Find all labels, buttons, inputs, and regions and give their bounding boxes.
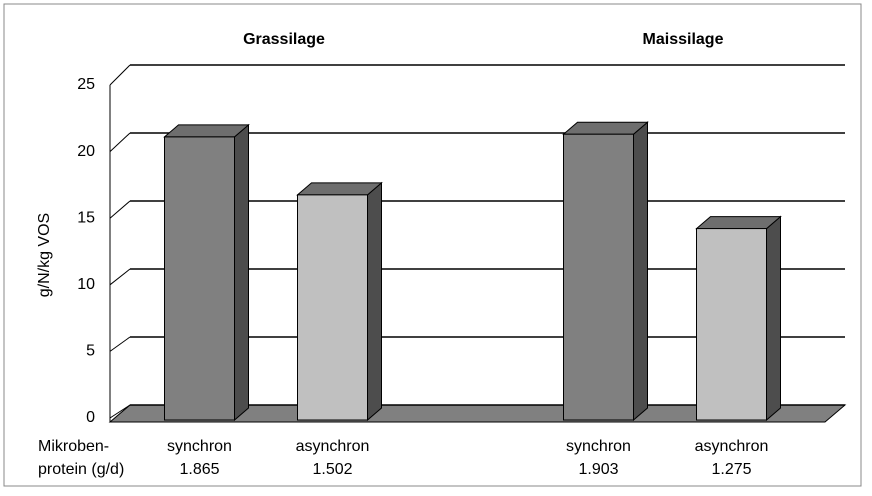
grid-line [109, 336, 131, 352]
bar-side [766, 215, 781, 422]
x-row-label: Mikroben- [38, 438, 109, 455]
bar-side [633, 121, 648, 422]
bar-top [296, 182, 383, 196]
bar-side [234, 123, 249, 422]
x-row-label: protein (g/d) [38, 461, 124, 478]
x-sublabel: 1.502 [312, 461, 352, 478]
bar [696, 228, 767, 421]
bar-side [367, 181, 382, 422]
group-label: Maissilage [643, 31, 724, 48]
y-tick-label: 5 [86, 343, 95, 360]
y-tick-label: 20 [77, 143, 95, 160]
grid-line [109, 132, 131, 152]
bar [164, 136, 235, 421]
y-tick-label: 10 [77, 276, 95, 293]
grid-line [109, 200, 131, 219]
x-tick-label: synchron [167, 438, 232, 455]
y-tick-label: 0 [86, 409, 95, 426]
x-sublabel: 1.865 [179, 461, 219, 478]
grid-line [109, 404, 131, 419]
x-sublabel: 1.903 [578, 461, 618, 478]
y-tick-label: 25 [77, 76, 95, 93]
y-axis-title: g/N/kg VOS [36, 213, 53, 297]
x-tick-label: asynchron [695, 438, 769, 455]
bar-top [562, 121, 649, 135]
bar-top [695, 216, 782, 230]
bar [297, 194, 368, 421]
y-tick-label: 15 [77, 209, 95, 226]
x-sublabel: 1.275 [711, 461, 751, 478]
grid-line [109, 268, 131, 286]
bar-top [163, 124, 250, 138]
x-tick-label: asynchron [296, 438, 370, 455]
bar [563, 133, 634, 421]
grid-line [109, 64, 131, 86]
x-tick-label: synchron [566, 438, 631, 455]
group-label: Grassilage [243, 31, 325, 48]
